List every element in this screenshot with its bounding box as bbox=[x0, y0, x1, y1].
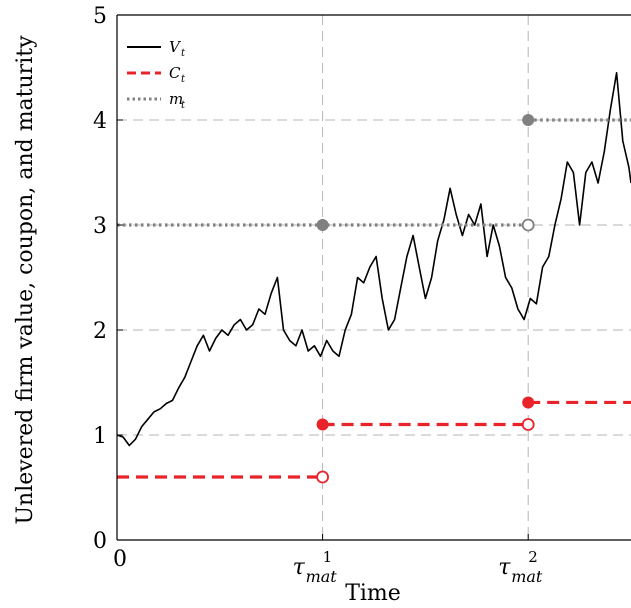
series-layer bbox=[116, 72, 631, 484]
x-tick-label: τ bbox=[498, 555, 511, 580]
x-tick-subscript: mat bbox=[306, 567, 338, 586]
legend-label-c: C bbox=[169, 64, 181, 82]
series-c-open-point bbox=[521, 418, 535, 431]
y-tick-label: 0 bbox=[93, 529, 107, 554]
series-v-line bbox=[116, 72, 631, 447]
series-c-filled-point bbox=[522, 396, 535, 409]
y-tick-label: 2 bbox=[93, 319, 107, 344]
x-tick-subscript: mat bbox=[511, 567, 543, 586]
y-tick-label: 4 bbox=[93, 109, 107, 134]
y-tick-label: 1 bbox=[93, 424, 107, 449]
legend-label-m: m bbox=[169, 90, 183, 108]
x-tick-label: τ bbox=[293, 555, 306, 580]
y-tick-label: 5 bbox=[93, 4, 107, 29]
legend-label-subscript: t bbox=[181, 74, 186, 85]
grid-layer bbox=[117, 15, 631, 540]
legend-label-subscript: t bbox=[181, 100, 186, 111]
x-tick-superscript: 1 bbox=[323, 548, 333, 566]
x-tick-superscript: 2 bbox=[528, 548, 538, 566]
legend-label-subscript: t bbox=[181, 48, 186, 59]
series-m-filled-point bbox=[316, 219, 329, 231]
series-c-filled-point bbox=[316, 418, 329, 431]
series-m-open-point bbox=[521, 218, 535, 232]
axes-layer bbox=[116, 14, 631, 541]
legend-label-v: V bbox=[169, 38, 182, 56]
x-tick-label: 0 bbox=[113, 547, 127, 572]
series-c-open-point bbox=[316, 470, 330, 484]
y-axis-title: Unlevered firm value, coupon, and maturi… bbox=[13, 35, 38, 525]
series-m-filled-point bbox=[522, 114, 535, 126]
x-axis-title: Time bbox=[345, 581, 401, 606]
y-tick-label: 3 bbox=[93, 214, 107, 239]
